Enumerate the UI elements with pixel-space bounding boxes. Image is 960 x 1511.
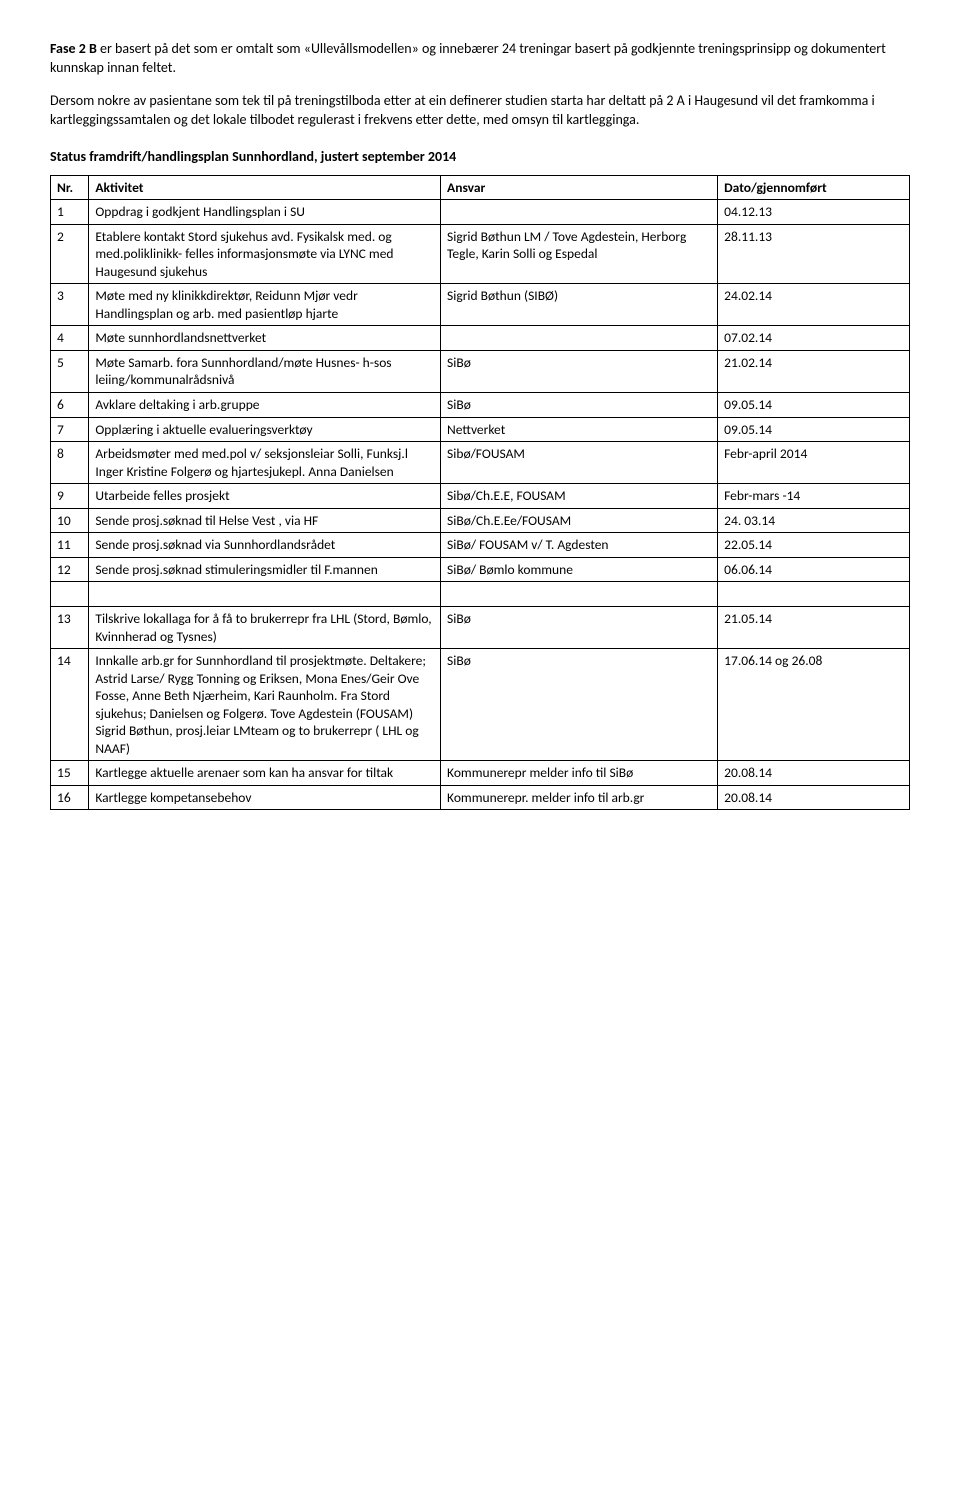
table-row: 9Utarbeide felles prosjektSibø/Ch.E.E, F… xyxy=(51,484,910,509)
table-cell-nr: 9 xyxy=(51,484,89,509)
table-row: 2Etablere kontakt Stord sjukehus avd. Fy… xyxy=(51,224,910,284)
intro-paragraph-1: Fase 2 B er basert på det som er omtalt … xyxy=(50,40,910,78)
table-cell-aktivitet: Kartlegge kompetansebehov xyxy=(89,785,441,810)
table-cell-nr: 4 xyxy=(51,326,89,351)
table-cell-nr: 8 xyxy=(51,442,89,484)
table-cell-nr: 5 xyxy=(51,350,89,392)
table-cell-dato: 24.02.14 xyxy=(718,284,910,326)
table-cell-dato: 07.02.14 xyxy=(718,326,910,351)
table-cell-dato: 24. 03.14 xyxy=(718,508,910,533)
table-cell-nr: 12 xyxy=(51,557,89,582)
table-cell-nr: 15 xyxy=(51,761,89,786)
table-cell-ansvar: SiBø xyxy=(441,350,718,392)
table-cell-nr: 14 xyxy=(51,649,89,761)
table-cell-aktivitet: Utarbeide felles prosjekt xyxy=(89,484,441,509)
table-row: 6Avklare deltaking i arb.gruppeSiBø09.05… xyxy=(51,393,910,418)
table-cell-empty xyxy=(51,582,89,607)
table-cell-nr: 7 xyxy=(51,417,89,442)
table-cell-dato: Febr-mars -14 xyxy=(718,484,910,509)
header-dato: Dato/gjennomført xyxy=(718,175,910,200)
table-cell-nr: 6 xyxy=(51,393,89,418)
table-cell-ansvar: Kommunerepr melder info til SiBø xyxy=(441,761,718,786)
table-cell-nr: 3 xyxy=(51,284,89,326)
status-table: Nr. Aktivitet Ansvar Dato/gjennomført 1O… xyxy=(50,175,910,811)
table-cell-dato: 28.11.13 xyxy=(718,224,910,284)
table-row: 1Oppdrag i godkjent Handlingsplan i SU 04… xyxy=(51,200,910,225)
intro-rest: er basert på det som er omtalt som «Ulle… xyxy=(50,40,886,76)
table-cell-empty xyxy=(89,582,441,607)
table-cell-aktivitet: Møte med ny klinikkdirektør, Reidunn Mjø… xyxy=(89,284,441,326)
table-cell-dato: 21.05.14 xyxy=(718,606,910,648)
table-cell-ansvar: Nettverket xyxy=(441,417,718,442)
table-cell-ansvar: SiBø/ Bømlo kommune xyxy=(441,557,718,582)
table-cell-aktivitet: Avklare deltaking i arb.gruppe xyxy=(89,393,441,418)
table-cell-nr: 2 xyxy=(51,224,89,284)
table-cell-ansvar xyxy=(441,326,718,351)
table-cell-ansvar: SiBø/Ch.E.Ee/FOUSAM xyxy=(441,508,718,533)
intro-paragraph-2: Dersom nokre av pasientane som tek til p… xyxy=(50,92,910,130)
header-nr: Nr. xyxy=(51,175,89,200)
table-cell-dato: 09.05.14 xyxy=(718,417,910,442)
table-row: 8Arbeidsmøter med med.pol v/ seksjonslei… xyxy=(51,442,910,484)
table-cell-aktivitet: Etablere kontakt Stord sjukehus avd. Fys… xyxy=(89,224,441,284)
table-cell-aktivitet: Tilskrive lokallaga for å få to brukerre… xyxy=(89,606,441,648)
table-cell-ansvar: SiBø xyxy=(441,606,718,648)
table-cell-nr: 11 xyxy=(51,533,89,558)
table-cell-dato: Febr-april 2014 xyxy=(718,442,910,484)
table-cell-ansvar: Sigrid Bøthun LM / Tove Agdestein, Herbo… xyxy=(441,224,718,284)
table-cell-dato: 22.05.14 xyxy=(718,533,910,558)
table-cell-nr: 1 xyxy=(51,200,89,225)
table-cell-ansvar: Sigrid Bøthun (SIBØ) xyxy=(441,284,718,326)
section-heading: Status framdrift/handlingsplan Sunnhordl… xyxy=(50,148,910,165)
table-cell-ansvar: Kommunerepr. melder info til arb.gr xyxy=(441,785,718,810)
table-cell-empty xyxy=(441,582,718,607)
table-row: 7Opplæring i aktuelle evalueringsverktøy… xyxy=(51,417,910,442)
table-row: 3Møte med ny klinikkdirektør, Reidunn Mj… xyxy=(51,284,910,326)
table-cell-aktivitet: Sende prosj.søknad til Helse Vest , via … xyxy=(89,508,441,533)
table-cell-dato: 09.05.14 xyxy=(718,393,910,418)
table-cell-aktivitet: Møte Samarb. fora Sunnhordland/møte Husn… xyxy=(89,350,441,392)
table-header-row: Nr. Aktivitet Ansvar Dato/gjennomført xyxy=(51,175,910,200)
table-row: 15Kartlegge aktuelle arenaer som kan ha … xyxy=(51,761,910,786)
table-row: 13Tilskrive lokallaga for å få to bruker… xyxy=(51,606,910,648)
table-cell-dato: 21.02.14 xyxy=(718,350,910,392)
table-cell-ansvar: Sibø/FOUSAM xyxy=(441,442,718,484)
table-cell-dato: 20.08.14 xyxy=(718,761,910,786)
table-cell-aktivitet: Sende prosj.søknad stimuleringsmidler ti… xyxy=(89,557,441,582)
table-row: 4Møte sunnhordlandsnettverket 07.02.14 xyxy=(51,326,910,351)
table-cell-ansvar xyxy=(441,200,718,225)
header-ansvar: Ansvar xyxy=(441,175,718,200)
table-cell-nr: 16 xyxy=(51,785,89,810)
table-cell-dato: 04.12.13 xyxy=(718,200,910,225)
table-cell-aktivitet: Sende prosj.søknad via Sunnhordlandsråde… xyxy=(89,533,441,558)
table-cell-aktivitet: Opplæring i aktuelle evalueringsverktøy xyxy=(89,417,441,442)
table-row xyxy=(51,582,910,607)
intro-bold-prefix: Fase 2 B xyxy=(50,40,97,57)
table-cell-ansvar: SiBø xyxy=(441,649,718,761)
table-cell-dato: 17.06.14 og 26.08 xyxy=(718,649,910,761)
table-row: 16Kartlegge kompetansebehovKommunerepr. … xyxy=(51,785,910,810)
table-cell-dato: 06.06.14 xyxy=(718,557,910,582)
table-cell-aktivitet: Innkalle arb.gr for Sunnhordland til pro… xyxy=(89,649,441,761)
table-row: 10Sende prosj.søknad til Helse Vest , vi… xyxy=(51,508,910,533)
table-cell-empty xyxy=(718,582,910,607)
table-cell-aktivitet: Arbeidsmøter med med.pol v/ seksjonsleia… xyxy=(89,442,441,484)
table-cell-aktivitet: Kartlegge aktuelle arenaer som kan ha an… xyxy=(89,761,441,786)
table-cell-ansvar: SiBø xyxy=(441,393,718,418)
table-row: 12Sende prosj.søknad stimuleringsmidler … xyxy=(51,557,910,582)
table-row: 5Møte Samarb. fora Sunnhordland/møte Hus… xyxy=(51,350,910,392)
table-cell-ansvar: SiBø/ FOUSAM v/ T. Agdesten xyxy=(441,533,718,558)
table-row: 11Sende prosj.søknad via Sunnhordlandsrå… xyxy=(51,533,910,558)
header-aktivitet: Aktivitet xyxy=(89,175,441,200)
table-cell-ansvar: Sibø/Ch.E.E, FOUSAM xyxy=(441,484,718,509)
table-cell-aktivitet: Oppdrag i godkjent Handlingsplan i SU xyxy=(89,200,441,225)
table-cell-dato: 20.08.14 xyxy=(718,785,910,810)
table-cell-nr: 10 xyxy=(51,508,89,533)
table-cell-aktivitet: Møte sunnhordlandsnettverket xyxy=(89,326,441,351)
table-row: 14Innkalle arb.gr for Sunnhordland til p… xyxy=(51,649,910,761)
table-cell-nr: 13 xyxy=(51,606,89,648)
